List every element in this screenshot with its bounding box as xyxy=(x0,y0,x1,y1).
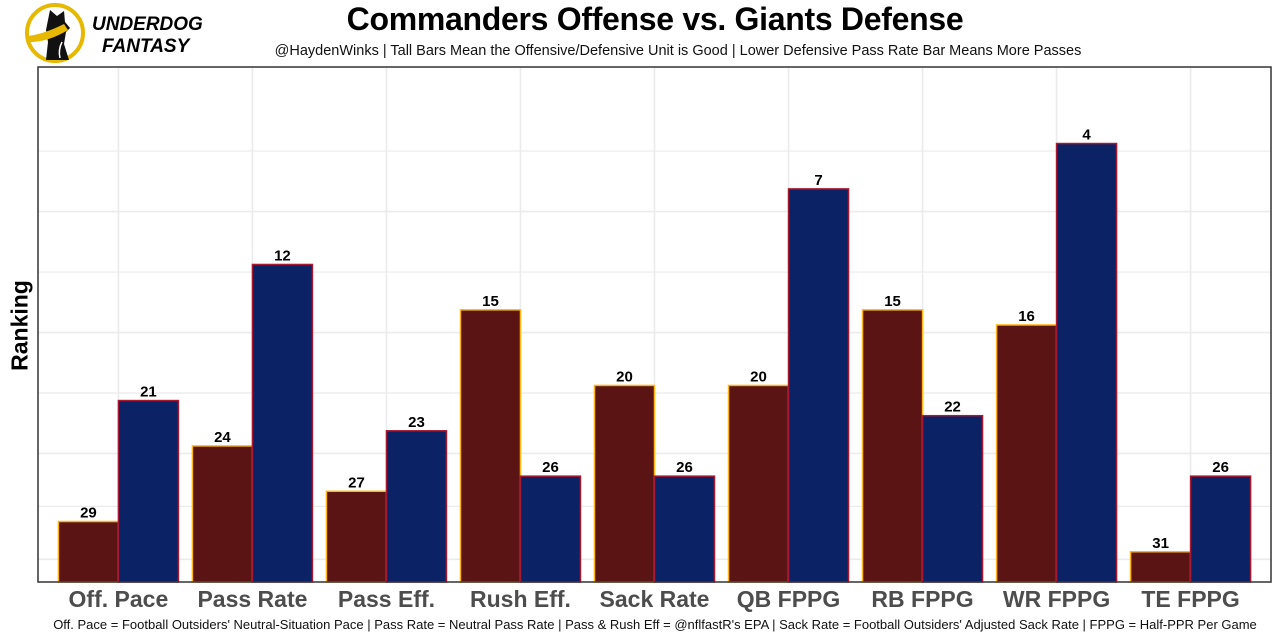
data-label-offense: 16 xyxy=(1018,308,1035,325)
chart-caption: Off. Pace = Football Outsiders' Neutral-… xyxy=(53,617,1257,632)
logo-text-line1: UNDERDOG xyxy=(92,14,203,35)
x-tick-label: QB FPPG xyxy=(737,586,841,612)
x-tick-label: Rush Eff. xyxy=(470,586,571,612)
data-label-offense: 27 xyxy=(348,474,365,491)
bar-offense xyxy=(1129,551,1192,583)
bar-offense xyxy=(593,384,656,583)
x-tick-label: Pass Rate xyxy=(197,586,307,612)
data-label-defense: 26 xyxy=(1212,459,1229,476)
bar-defense xyxy=(653,475,716,583)
data-label-offense: 24 xyxy=(214,429,231,446)
bar-defense xyxy=(117,399,180,583)
bar-offense xyxy=(727,384,790,583)
data-label-defense: 23 xyxy=(408,414,425,431)
chart-subtitle: @HaydenWinks | Tall Bars Mean the Offens… xyxy=(274,43,1082,59)
x-tick-label: Pass Eff. xyxy=(338,586,435,612)
bar-defense xyxy=(251,263,314,583)
data-label-offense: 29 xyxy=(80,505,97,522)
bar-defense xyxy=(921,414,984,583)
bar-offense xyxy=(191,445,254,583)
bar-offense xyxy=(861,309,924,583)
bar-defense xyxy=(519,475,582,583)
bar-defense xyxy=(1189,475,1252,583)
data-label-defense: 12 xyxy=(274,247,291,264)
data-label-defense: 21 xyxy=(140,384,157,401)
bar-offense xyxy=(325,490,388,583)
x-tick-label: WR FPPG xyxy=(1003,586,1110,612)
bar-offense xyxy=(995,324,1058,583)
logo-text-line2: FANTASY xyxy=(102,36,192,57)
data-label-offense: 20 xyxy=(616,368,633,385)
data-labels: 29 21 24 12 27 23 15 26 20 26 20 7 15 22 16 4 31 26 xyxy=(80,127,1229,552)
bar-defense xyxy=(787,188,850,583)
x-tick-label: Off. Pace xyxy=(69,586,169,612)
data-label-offense: 20 xyxy=(750,368,767,385)
panel-border xyxy=(37,66,1272,583)
bar-offense xyxy=(459,309,522,583)
x-tick-label: RB FPPG xyxy=(871,586,973,612)
data-label-offense: 15 xyxy=(482,293,499,310)
bar-defense xyxy=(1055,142,1118,583)
data-label-defense: 7 xyxy=(814,172,822,189)
dog-silhouette-icon xyxy=(25,3,85,63)
underdog-fantasy-logo: UNDERDOG FANTASY xyxy=(24,2,224,64)
data-label-offense: 31 xyxy=(1152,535,1169,552)
data-label-defense: 22 xyxy=(944,399,961,416)
x-tick-label: TE FPPG xyxy=(1141,586,1239,612)
chart-title: Commanders Offense vs. Giants Defense xyxy=(346,1,964,37)
x-tick-label: Sack Rate xyxy=(600,586,710,612)
bars xyxy=(57,142,1252,583)
bar-defense xyxy=(385,430,448,583)
x-axis-ticks: Off. Pace Pass Rate Pass Eff. Rush Eff. Sack… xyxy=(69,586,1240,612)
data-label-offense: 15 xyxy=(884,293,901,310)
data-label-defense: 26 xyxy=(542,459,559,476)
data-label-defense: 4 xyxy=(1082,127,1091,144)
data-label-defense: 26 xyxy=(676,459,693,476)
bar-offense xyxy=(57,520,120,583)
